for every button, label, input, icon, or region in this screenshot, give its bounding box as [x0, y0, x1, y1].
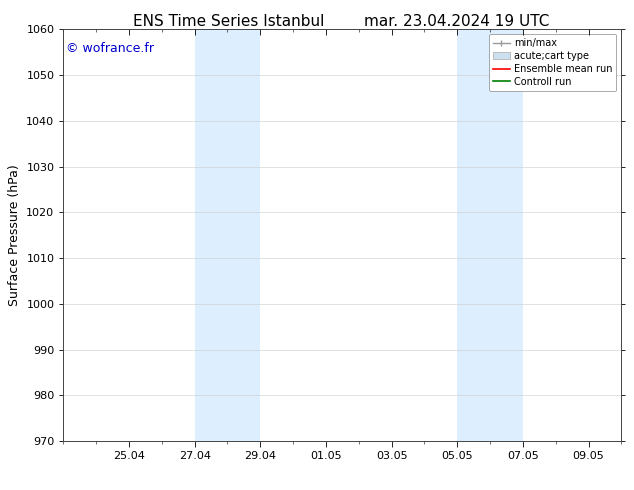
- Legend: min/max, acute;cart type, Ensemble mean run, Controll run: min/max, acute;cart type, Ensemble mean …: [489, 34, 616, 91]
- Bar: [457, 29, 523, 441]
- Y-axis label: Surface Pressure (hPa): Surface Pressure (hPa): [8, 164, 21, 306]
- Text: mar. 23.04.2024 19 UTC: mar. 23.04.2024 19 UTC: [364, 14, 549, 29]
- Text: ENS Time Series Istanbul: ENS Time Series Istanbul: [133, 14, 324, 29]
- Text: © wofrance.fr: © wofrance.fr: [66, 42, 154, 55]
- Bar: [195, 29, 261, 441]
